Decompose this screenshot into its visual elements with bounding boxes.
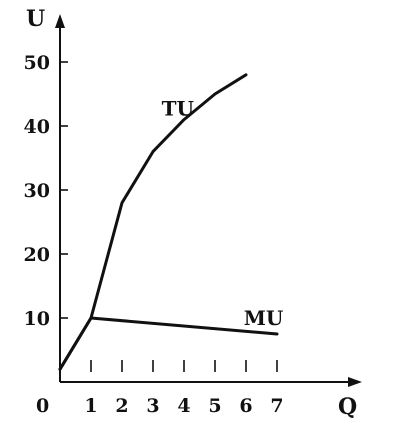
tick-marks: [60, 61, 278, 372]
y-axis-title: U: [26, 6, 45, 32]
tick-labels: 1 2 3 4 5 6 7 10 20 30 40 50: [24, 52, 284, 417]
series-label-mu: MU: [244, 306, 284, 330]
y-tick-label: 20: [24, 244, 50, 266]
series-label-tu: TU: [162, 97, 194, 121]
x-tick-label: 5: [208, 395, 221, 417]
y-tick-label: 40: [24, 116, 50, 138]
series-line-mu: [58, 316, 279, 371]
y-axis-arrowhead: [55, 14, 65, 28]
x-tick-label: 2: [115, 395, 128, 417]
series-lines: [58, 73, 279, 371]
y-tick-label: 50: [24, 52, 50, 74]
x-tick-label: 3: [146, 395, 159, 417]
x-tick-label: 7: [270, 395, 283, 417]
x-tick-label: 4: [177, 395, 190, 417]
x-axis-title: Q: [338, 394, 357, 420]
x-tick-label: 6: [239, 395, 252, 417]
y-tick-label: 10: [24, 308, 50, 330]
y-tick-label: 30: [24, 180, 50, 202]
origin-label: 0: [36, 395, 49, 417]
x-tick-label: 1: [84, 395, 97, 417]
series-labels: TU MU: [162, 97, 284, 330]
x-axis-arrowhead: [348, 377, 362, 387]
